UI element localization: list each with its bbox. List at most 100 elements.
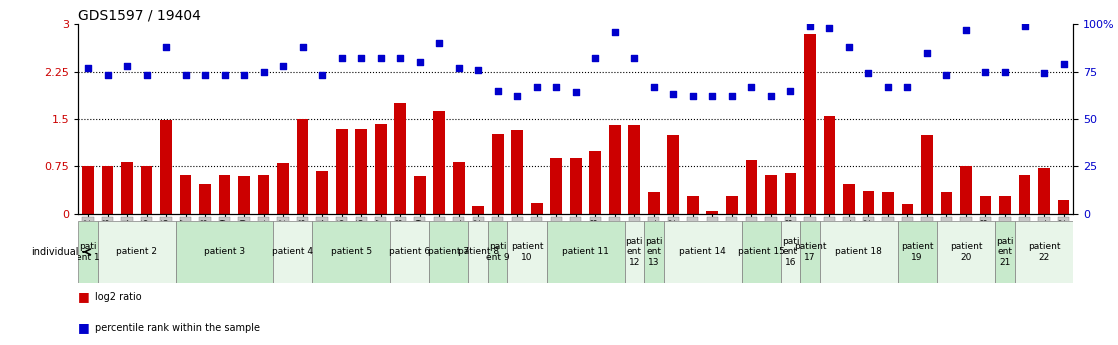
Point (860, 71, 878, 76)
Point (703, 93, 721, 99)
Bar (726, 196, 738, 214)
Point (548, 84, 566, 89)
Text: patient
19: patient 19 (901, 242, 934, 262)
Bar (570, 158, 581, 214)
Point (528, 84, 546, 89)
Text: individual: individual (31, 247, 78, 257)
Bar (741, 221, 780, 283)
Point (294, 44, 312, 50)
Text: patient
10: patient 10 (511, 242, 543, 262)
Text: pati
ent
12: pati ent 12 (626, 237, 643, 267)
Bar (664, 221, 741, 283)
Point (1035, 71, 1053, 76)
Bar (644, 221, 664, 283)
Bar (219, 175, 230, 214)
Bar (487, 221, 508, 283)
Point (449, 65, 467, 71)
Point (800, 23, 818, 29)
Text: log2 ratio: log2 ratio (95, 292, 142, 302)
Bar (1058, 200, 1070, 214)
Point (509, 93, 527, 99)
Point (79, 65, 97, 71)
Bar (121, 162, 133, 214)
Point (489, 88, 506, 93)
Bar (863, 191, 874, 214)
Point (138, 72, 155, 78)
Bar (453, 162, 465, 214)
Bar (589, 151, 601, 214)
Point (235, 72, 253, 78)
Bar (375, 124, 387, 214)
Point (918, 50, 936, 55)
Text: patient
20: patient 20 (949, 242, 983, 262)
Text: patient 11: patient 11 (562, 247, 609, 256)
Bar (274, 221, 312, 283)
Bar (800, 221, 819, 283)
Text: GDS1597 / 19404: GDS1597 / 19404 (78, 9, 201, 23)
Text: ■: ■ (78, 321, 91, 334)
Bar (550, 158, 562, 214)
Point (98, 72, 116, 78)
Point (821, 25, 838, 31)
Point (742, 84, 760, 89)
Point (684, 93, 702, 99)
Point (586, 56, 604, 61)
Bar (999, 196, 1011, 214)
Bar (609, 125, 620, 214)
Bar (995, 221, 1015, 283)
Bar (238, 176, 250, 214)
Point (158, 44, 176, 50)
Text: patient 15: patient 15 (738, 247, 785, 256)
Bar (78, 221, 97, 283)
Bar (395, 103, 406, 214)
Point (645, 84, 663, 89)
Bar (468, 221, 487, 283)
Text: pati
ent 1: pati ent 1 (76, 242, 100, 262)
Bar (429, 221, 468, 283)
Bar (937, 221, 995, 283)
Point (371, 56, 389, 61)
Bar (547, 221, 625, 283)
Point (313, 72, 331, 78)
Bar (780, 221, 800, 283)
Point (938, 72, 956, 78)
Text: patient
17: patient 17 (794, 242, 826, 262)
Bar (707, 211, 718, 214)
Bar (141, 167, 152, 214)
Bar (686, 196, 699, 214)
Text: patient 18: patient 18 (835, 247, 882, 256)
Bar (390, 221, 429, 283)
Text: patient 6: patient 6 (389, 247, 430, 256)
Text: patient 8: patient 8 (457, 247, 499, 256)
Bar (921, 135, 932, 214)
Point (762, 93, 780, 99)
Text: patient 7: patient 7 (428, 247, 470, 256)
Point (957, 27, 975, 32)
Bar (316, 171, 328, 214)
Text: patient 3: patient 3 (203, 247, 245, 256)
Bar (82, 167, 94, 214)
Bar (180, 175, 191, 214)
Point (625, 56, 643, 61)
Text: patient 14: patient 14 (680, 247, 726, 256)
Bar (356, 128, 367, 214)
Bar (819, 221, 898, 283)
Point (567, 90, 585, 95)
Bar (434, 111, 445, 214)
Bar (979, 196, 992, 214)
Point (333, 56, 351, 61)
Bar (414, 176, 426, 214)
Bar (160, 120, 172, 214)
Point (196, 72, 214, 78)
Point (470, 67, 487, 72)
Bar (492, 134, 503, 214)
Text: patient 2: patient 2 (116, 247, 158, 256)
Bar (199, 184, 211, 214)
Bar (824, 116, 835, 214)
Bar (667, 135, 679, 214)
Bar (335, 128, 348, 214)
Text: patient 5: patient 5 (331, 247, 372, 256)
Bar (176, 221, 274, 283)
Bar (473, 206, 484, 214)
Bar (531, 203, 542, 214)
